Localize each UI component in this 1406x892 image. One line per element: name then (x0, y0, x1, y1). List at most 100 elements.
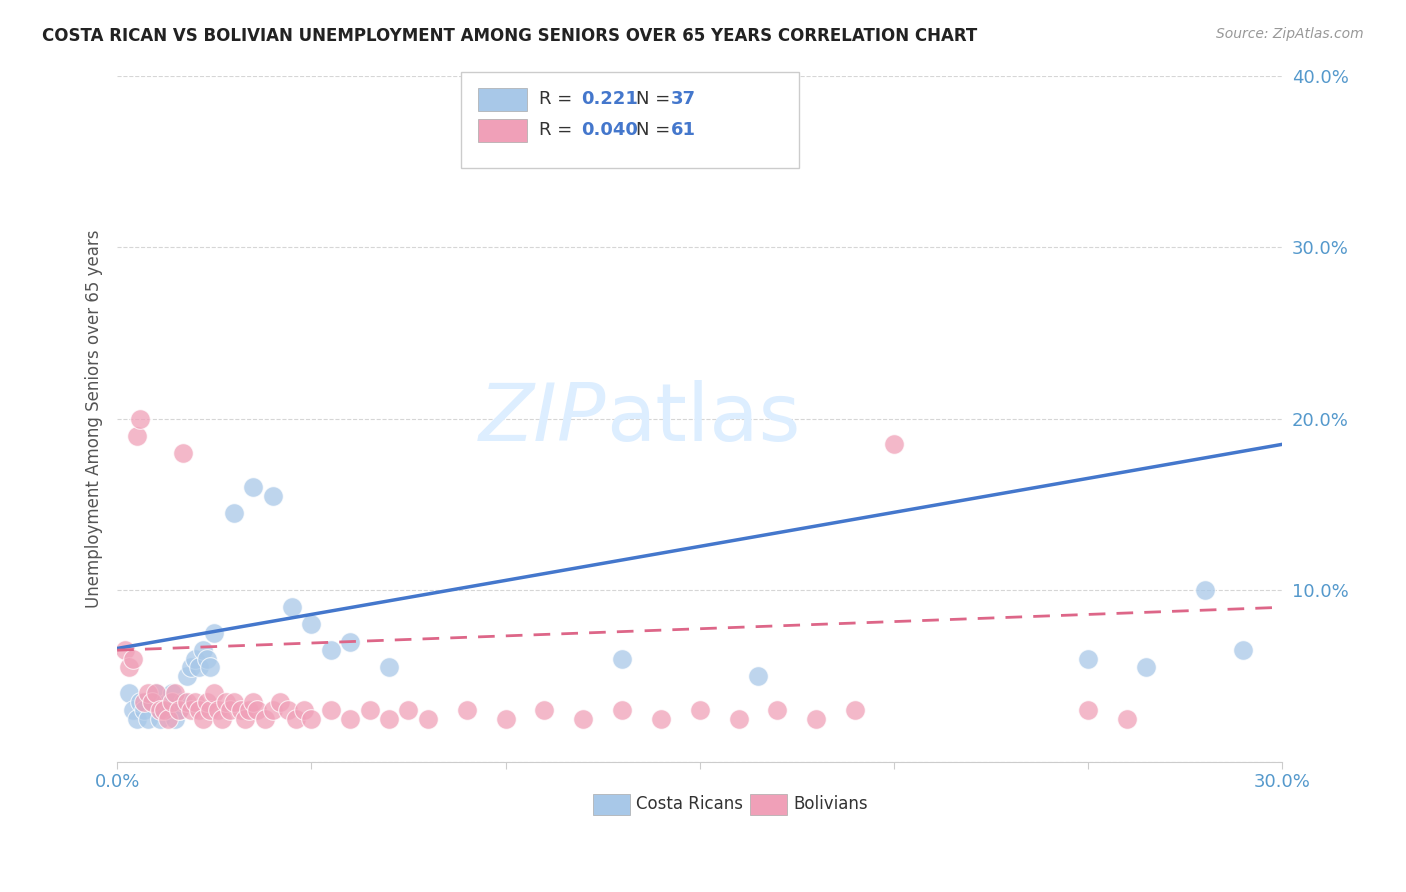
Point (176, 669, 198, 683)
Point (319, 703, 342, 717)
Point (200, 703, 222, 717)
Point (766, 703, 789, 717)
Point (160, 686, 183, 700)
Point (141, 695, 163, 709)
Point (149, 712, 172, 726)
FancyBboxPatch shape (592, 794, 630, 814)
Point (121, 703, 143, 717)
Point (533, 703, 555, 717)
Point (134, 703, 156, 717)
Point (184, 652, 207, 666)
Point (172, 695, 194, 709)
Point (195, 695, 218, 709)
Point (180, 703, 202, 717)
Point (284, 712, 307, 726)
Text: N =: N = (636, 90, 669, 108)
Point (806, 712, 828, 726)
Point (145, 686, 167, 700)
Point (222, 506, 245, 520)
Text: Source: ZipAtlas.com: Source: ZipAtlas.com (1216, 27, 1364, 41)
Text: 0.221: 0.221 (581, 90, 638, 108)
Point (495, 712, 517, 726)
Point (141, 695, 163, 709)
Point (129, 411, 152, 425)
Point (1077, 703, 1099, 717)
Point (207, 703, 229, 717)
Point (242, 480, 264, 494)
Text: ZIP: ZIP (479, 380, 606, 458)
Point (727, 712, 749, 726)
Point (211, 712, 233, 726)
Point (378, 712, 401, 726)
Text: 61: 61 (671, 120, 696, 139)
Point (160, 695, 183, 709)
Point (292, 703, 315, 717)
Point (152, 703, 174, 717)
Point (456, 703, 478, 717)
Point (121, 652, 143, 666)
Text: R =: R = (538, 120, 578, 139)
Point (134, 695, 156, 709)
Point (246, 703, 269, 717)
Point (253, 712, 276, 726)
Point (191, 712, 214, 726)
Point (233, 712, 256, 726)
Point (125, 429, 148, 443)
Text: R =: R = (538, 90, 578, 108)
Point (165, 686, 187, 700)
Point (222, 695, 245, 709)
Point (359, 703, 381, 717)
Point (1115, 712, 1137, 726)
Point (339, 712, 361, 726)
Point (844, 703, 866, 717)
Point (281, 600, 304, 615)
Point (149, 703, 172, 717)
Point (218, 703, 240, 717)
Point (215, 695, 238, 709)
Point (650, 712, 672, 726)
Point (242, 695, 264, 709)
Text: 0.040: 0.040 (581, 120, 638, 139)
Point (1077, 652, 1099, 666)
Point (269, 695, 291, 709)
Point (191, 643, 214, 657)
Point (378, 660, 401, 674)
Point (169, 703, 191, 717)
Point (747, 669, 769, 683)
Point (277, 703, 299, 717)
Text: atlas: atlas (606, 380, 801, 458)
Point (610, 703, 633, 717)
Point (572, 712, 595, 726)
FancyBboxPatch shape (478, 88, 527, 112)
Point (129, 695, 152, 709)
Point (689, 703, 711, 717)
Point (299, 617, 322, 632)
Text: Bolivians: Bolivians (793, 795, 868, 814)
Point (176, 695, 198, 709)
Point (136, 712, 159, 726)
FancyBboxPatch shape (749, 794, 787, 814)
Point (231, 703, 253, 717)
Point (165, 712, 187, 726)
Point (299, 712, 322, 726)
Point (156, 695, 179, 709)
Point (202, 626, 225, 640)
Text: 37: 37 (671, 90, 696, 108)
Point (262, 489, 284, 503)
Point (319, 643, 342, 657)
Point (184, 695, 207, 709)
Text: Costa Ricans: Costa Ricans (636, 795, 742, 814)
Point (1232, 643, 1254, 657)
Point (1194, 583, 1216, 598)
FancyBboxPatch shape (461, 72, 799, 169)
Point (180, 660, 202, 674)
Point (416, 712, 439, 726)
Text: COSTA RICAN VS BOLIVIAN UNEMPLOYMENT AMONG SENIORS OVER 65 YEARS CORRELATION CHA: COSTA RICAN VS BOLIVIAN UNEMPLOYMENT AMO… (42, 27, 977, 45)
Point (172, 446, 194, 460)
Y-axis label: Unemployment Among Seniors over 65 years: Unemployment Among Seniors over 65 years (86, 229, 103, 607)
Point (169, 703, 191, 717)
Point (883, 437, 905, 451)
Text: N =: N = (636, 120, 669, 139)
Point (202, 686, 225, 700)
Point (187, 703, 209, 717)
